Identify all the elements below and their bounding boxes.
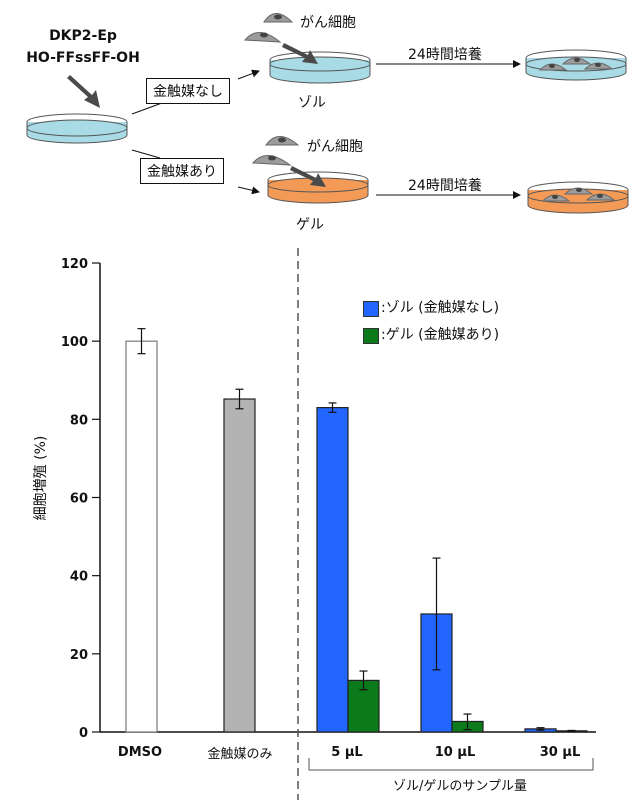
no-catalyst-box: 金触媒なし: [146, 78, 230, 104]
chart-legend: :ゾル (金触媒なし) :ゲル (金触媒あり): [363, 295, 499, 349]
sample-group-bracket: [308, 758, 594, 771]
y-tick-label: 120: [61, 257, 88, 272]
reaction-scheme: DKP2-Ep HO-FFssFF-OH 金触媒なし 金触媒あり がん細胞 がん…: [0, 0, 640, 240]
y-tick-label: 20: [70, 648, 88, 663]
legend-swatch-gel: [363, 327, 379, 344]
reagent-name-line2: HO-FFssFF-OH: [26, 50, 140, 66]
x-label-5ul: 5 µL: [331, 745, 363, 760]
gel-dish-icon: [267, 171, 369, 204]
culture-label-top: 24時間培養: [408, 47, 482, 63]
with-catalyst-box: 金触媒あり: [140, 158, 224, 184]
x-label-10ul: 10 µL: [434, 745, 476, 760]
legend-label-gel: :ゲル (金触媒あり): [381, 327, 500, 343]
y-tick-label: 0: [79, 726, 88, 741]
legend-item-gel: :ゲル (金触媒あり): [363, 322, 499, 349]
sol-result-dish-icon: [525, 49, 627, 81]
cell-drop-arrow-icon: [290, 166, 326, 187]
cell-drop-arrow-icon: [282, 43, 318, 64]
bar-control: [125, 340, 158, 733]
gel-label: ゲル: [296, 217, 324, 233]
cancer-cell-icon: [243, 13, 294, 43]
x-label-gold-catalyst-only: 金触媒のみ: [207, 747, 273, 762]
legend-item-sol: :ゾル (金触媒なし): [363, 295, 499, 322]
legend-label-sol: :ゾル (金触媒なし): [381, 300, 500, 316]
scheme-graphic: [26, 13, 629, 214]
sol-dish-icon: [269, 51, 371, 84]
y-tick-label: 60: [70, 492, 88, 507]
gel-result-dish-icon: [527, 181, 629, 214]
x-label-dmso: DMSO: [117, 745, 163, 760]
x-label-30ul: 30 µL: [539, 745, 581, 760]
cancer-cell-label-top: がん細胞: [300, 15, 356, 31]
bar-chart: 0 20 40 60 80 100 120 細胞増殖 (%) DMSO 金触媒のみ 5 µL…: [0, 240, 640, 804]
legend-swatch-sol: [363, 300, 379, 317]
bar-control: [223, 398, 256, 733]
bar-sol: [316, 407, 349, 733]
chart-plot-area: 0 20 40 60 80 100 120: [61, 248, 596, 800]
sol-label: ゾル: [298, 95, 326, 111]
y-tick-label: 40: [70, 570, 88, 585]
cancer-cell-icon: [251, 136, 300, 166]
reagent-arrow-icon: [67, 75, 100, 108]
y-axis-label: 細胞増殖 (%): [33, 435, 49, 521]
y-tick-label: 80: [70, 413, 88, 428]
starting-dish-icon: [26, 113, 128, 144]
x-axis-group-label: ゾル/ゲルのサンプル量: [393, 779, 527, 794]
reagent-name-line1: DKP2-Ep: [49, 28, 117, 44]
culture-label-bottom: 24時間培養: [408, 178, 482, 194]
cancer-cell-label-bottom: がん細胞: [307, 139, 363, 155]
y-tick-label: 100: [61, 335, 88, 350]
